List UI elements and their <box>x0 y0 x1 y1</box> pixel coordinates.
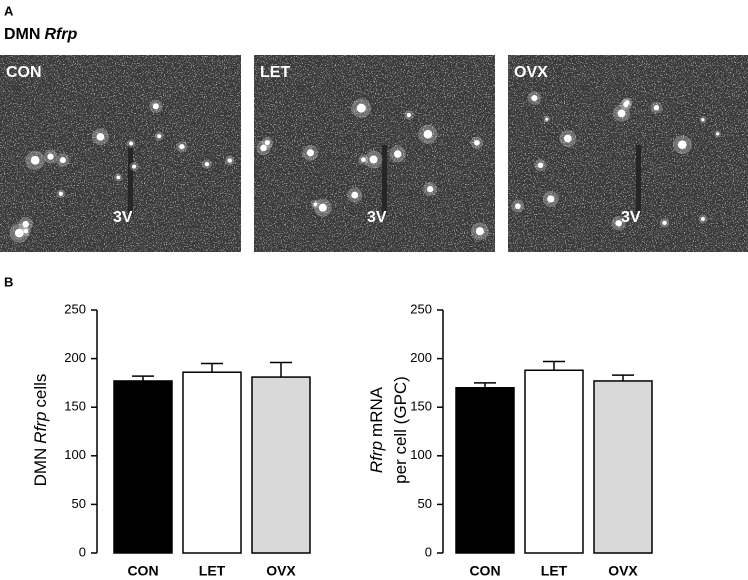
cell <box>545 117 549 121</box>
cell <box>157 134 162 139</box>
cell <box>59 157 66 164</box>
x-tick-label: CON <box>127 563 158 579</box>
panel-title: DMN Rfrp <box>4 26 78 43</box>
cell <box>96 132 105 141</box>
cell <box>426 185 434 193</box>
cell <box>14 228 24 238</box>
y-tick-label: 50 <box>418 496 432 511</box>
bar <box>593 380 653 554</box>
cell <box>662 220 667 226</box>
cell <box>356 103 366 113</box>
cell <box>701 118 705 122</box>
x-tick-label: LET <box>541 563 568 579</box>
image-label: LET <box>260 64 290 81</box>
cell <box>58 191 63 196</box>
cell <box>313 202 318 207</box>
cell <box>30 155 40 165</box>
y-tick-label: 0 <box>79 544 86 559</box>
cell <box>116 175 121 180</box>
cell <box>474 139 480 146</box>
x-tick-label: LET <box>199 563 226 579</box>
bar <box>182 371 242 554</box>
image-marker: 3V <box>621 209 641 226</box>
cell <box>716 132 720 136</box>
x-tick-label: OVX <box>266 563 296 579</box>
cell <box>617 109 626 118</box>
cell <box>475 227 484 236</box>
x-tick-label: CON <box>469 563 500 579</box>
cell <box>515 203 521 210</box>
cell <box>547 195 555 203</box>
cell <box>531 94 538 102</box>
cell <box>423 129 433 139</box>
y-axis-label: per cell (GPC) <box>391 376 410 484</box>
micrograph-noise <box>254 55 495 252</box>
bar <box>251 376 311 554</box>
micrograph-noise <box>508 55 748 252</box>
image-marker: 3V <box>113 209 133 226</box>
y-tick-label: 100 <box>410 447 432 462</box>
cell <box>132 164 137 169</box>
bar <box>524 369 584 554</box>
cell <box>227 158 232 163</box>
cell <box>700 217 705 221</box>
y-tick-label: 50 <box>72 496 86 511</box>
cell <box>563 134 572 143</box>
cell <box>615 219 622 227</box>
micrographs: CON 3V LET 3V OVX 3V <box>0 55 748 252</box>
cell <box>369 155 378 164</box>
image-label: OVX <box>514 64 548 81</box>
y-tick-label: 250 <box>64 301 86 316</box>
y-axis-label: DMN Rfrp cells <box>31 374 50 487</box>
y-tick-label: 250 <box>410 301 432 316</box>
y-tick-label: 200 <box>410 350 432 365</box>
x-tick-label: OVX <box>608 563 638 579</box>
micrograph-noise <box>0 55 241 252</box>
cell <box>152 103 159 110</box>
bar <box>113 380 173 554</box>
cell <box>23 228 29 234</box>
cell <box>351 191 359 199</box>
cell <box>537 162 544 169</box>
text-part: per cell (GPC) <box>391 376 410 484</box>
cell <box>306 149 314 157</box>
y-tick-label: 100 <box>64 447 86 462</box>
cell <box>653 104 660 111</box>
panel-label: A <box>4 3 14 18</box>
cell <box>22 220 29 228</box>
cell <box>179 144 185 150</box>
image-label: CON <box>6 64 42 81</box>
ventricle <box>128 145 133 215</box>
text-part: DMN <box>31 448 50 487</box>
ventricle <box>382 145 387 215</box>
text-part: DMN <box>4 26 40 43</box>
cell <box>260 144 267 152</box>
cell <box>129 141 134 146</box>
y-tick-label: 0 <box>425 544 432 559</box>
y-tick-label: 150 <box>64 399 86 414</box>
ventricle <box>636 145 641 215</box>
cell <box>264 140 270 146</box>
cell <box>361 157 366 162</box>
y-tick-label: 150 <box>410 399 432 414</box>
text-part: Rfrp <box>44 26 77 43</box>
cell <box>47 153 54 160</box>
text-part: Rfrp <box>367 441 386 473</box>
text-part: cells <box>31 374 50 408</box>
text-part: mRNA <box>367 386 386 437</box>
image-marker: 3V <box>367 209 387 226</box>
y-tick-label: 200 <box>64 350 86 365</box>
cell <box>318 203 327 212</box>
text-part: Rfrp <box>31 412 50 444</box>
cell <box>406 112 412 118</box>
cell <box>204 161 210 167</box>
panel-label: B <box>4 274 13 289</box>
bar <box>455 387 515 554</box>
cell <box>623 101 629 107</box>
y-axis-label: Rfrp mRNA <box>367 386 386 473</box>
cell <box>393 150 402 158</box>
cell <box>677 140 687 149</box>
